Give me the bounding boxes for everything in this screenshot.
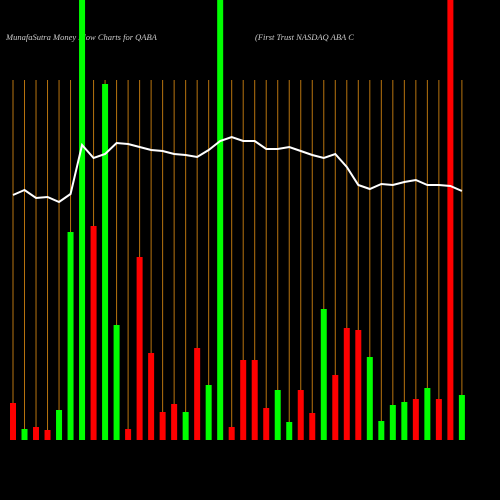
bar (171, 404, 178, 440)
bar (412, 399, 419, 440)
bar (401, 402, 408, 440)
bar (182, 412, 189, 440)
bar (332, 375, 339, 440)
bar (125, 429, 132, 440)
bar (217, 0, 224, 440)
chart-subtitle: (First Trust NASDAQ ABA C (255, 32, 354, 42)
bar (378, 421, 385, 440)
bar (424, 388, 431, 440)
bar (366, 357, 373, 440)
bar (447, 0, 454, 440)
bar (10, 403, 16, 440)
bar (21, 429, 28, 440)
bar (136, 257, 143, 440)
bar (44, 430, 51, 440)
bar (435, 399, 442, 440)
bar (148, 353, 155, 440)
bar (194, 348, 201, 440)
bar (297, 390, 304, 440)
bar (274, 390, 281, 440)
bar (309, 413, 316, 440)
bar (355, 330, 362, 440)
money-flow-line (12, 135, 463, 204)
bar (113, 325, 120, 440)
bar (102, 84, 109, 440)
bar (79, 0, 86, 440)
bar (159, 412, 166, 440)
bar (263, 408, 270, 440)
bar (56, 410, 63, 440)
bar (458, 395, 465, 440)
bar (240, 360, 247, 440)
bar (320, 309, 327, 440)
bar (33, 427, 40, 440)
bar (389, 405, 396, 440)
bar (251, 360, 258, 440)
bar (343, 328, 350, 440)
bar (90, 226, 97, 440)
bar (286, 422, 293, 440)
bar (205, 385, 212, 440)
bar (67, 232, 74, 440)
bar (228, 427, 235, 440)
